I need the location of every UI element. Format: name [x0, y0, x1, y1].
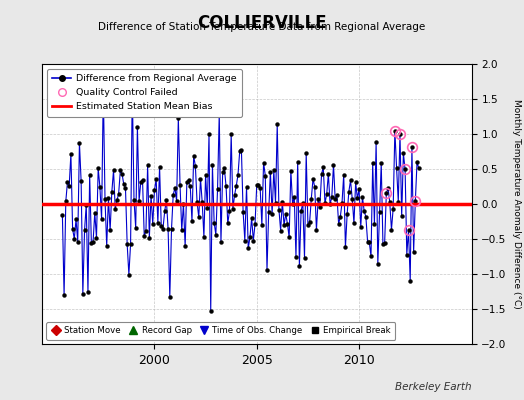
- Y-axis label: Monthly Temperature Anomaly Difference (°C): Monthly Temperature Anomaly Difference (…: [512, 99, 521, 309]
- Text: COLLIERVILLE: COLLIERVILLE: [197, 14, 327, 32]
- Text: Difference of Station Temperature Data from Regional Average: Difference of Station Temperature Data f…: [99, 22, 425, 32]
- Text: Berkeley Earth: Berkeley Earth: [395, 382, 472, 392]
- Legend: Station Move, Record Gap, Time of Obs. Change, Empirical Break: Station Move, Record Gap, Time of Obs. C…: [46, 322, 395, 340]
